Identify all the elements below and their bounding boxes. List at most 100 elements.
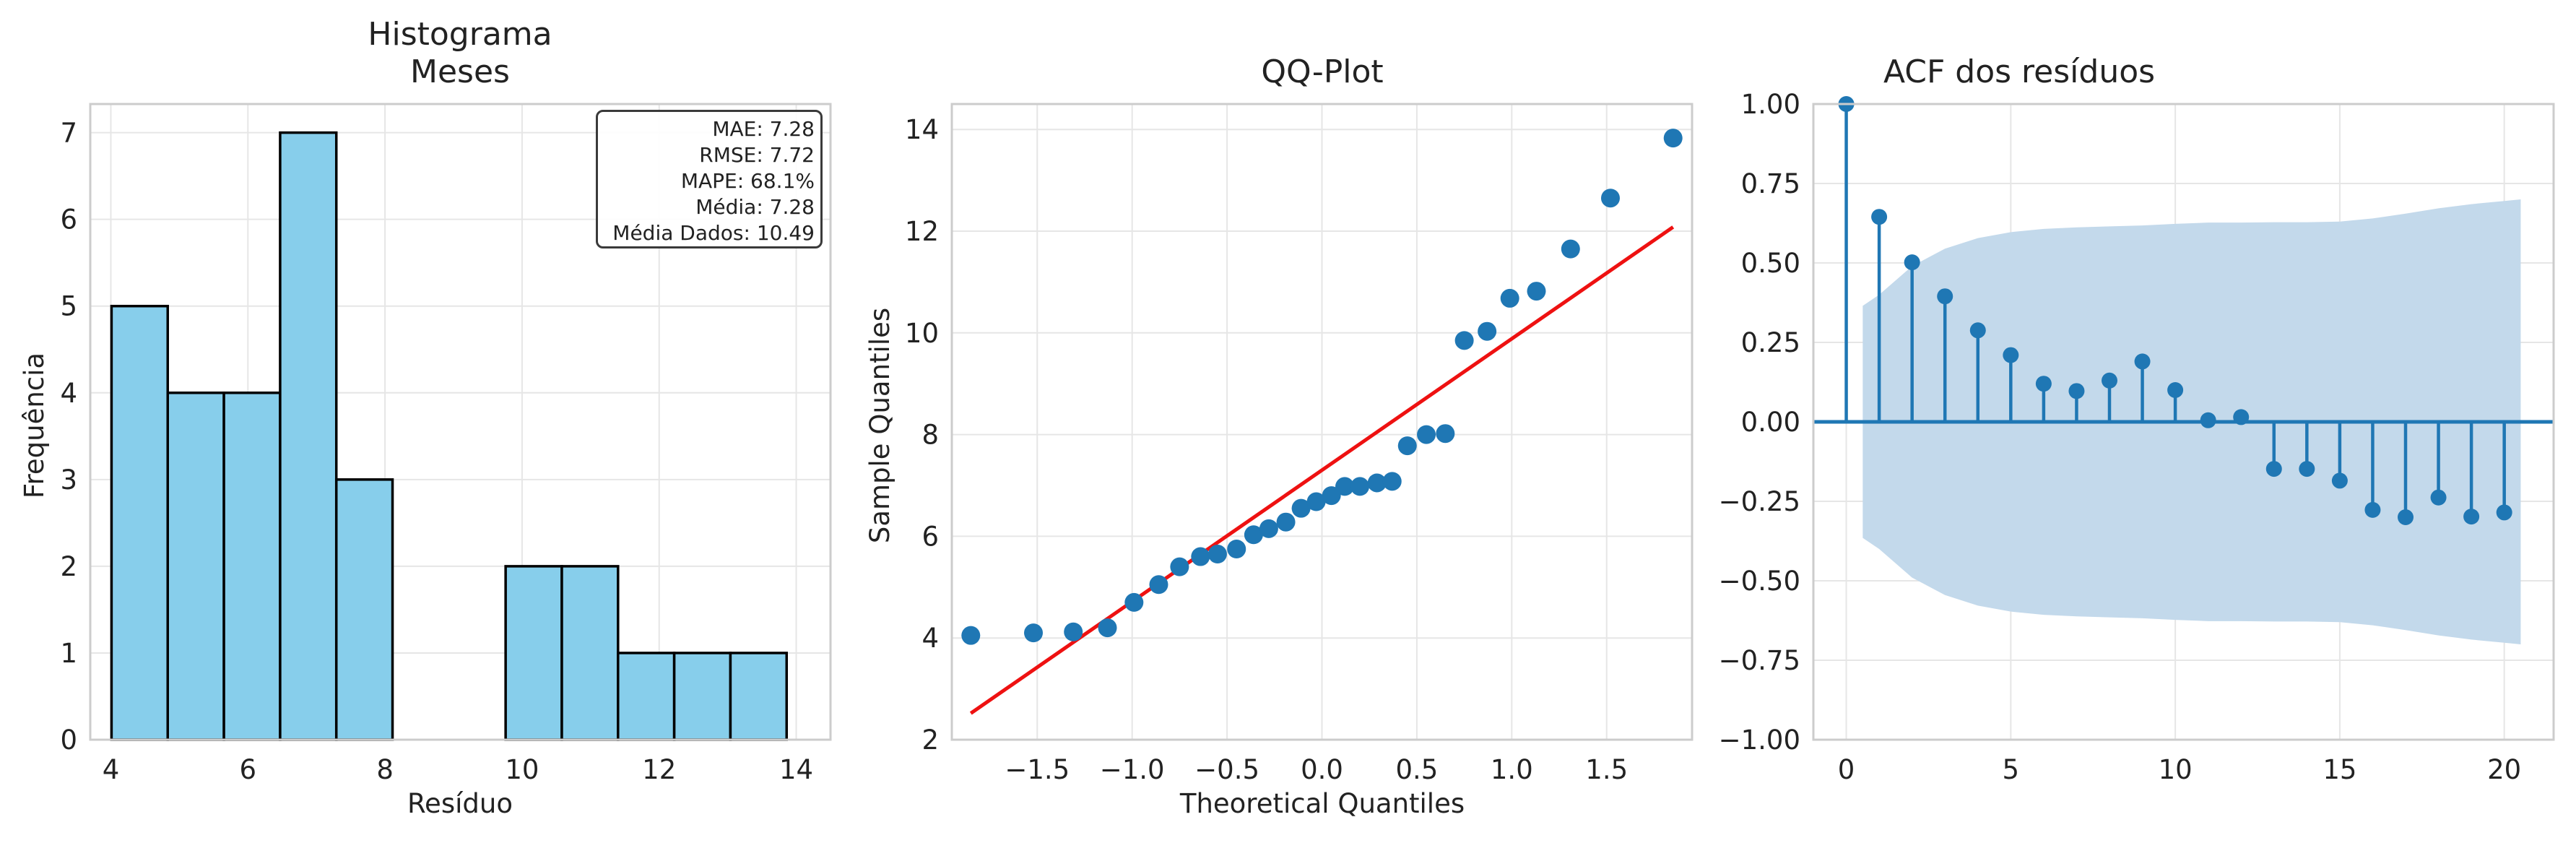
qq-point <box>1064 622 1083 641</box>
acf-xtick-label: 15 <box>2323 754 2356 785</box>
qq-ytick-label: 4 <box>921 623 939 654</box>
acf-marker <box>1871 209 1888 225</box>
hist-ytick-label: 2 <box>60 551 77 582</box>
hist-ytick-label: 3 <box>60 464 77 496</box>
qq-ytick-label: 8 <box>921 420 939 451</box>
acf-xtick-label: 0 <box>1838 754 1855 785</box>
qq-point <box>1244 525 1263 545</box>
hist-xtick-label: 4 <box>103 754 120 785</box>
stat-media-dados: Média Dados: 10.49 <box>612 221 815 245</box>
hist-bar <box>617 652 676 741</box>
acf-ytick-label: 0.00 <box>1741 407 1800 438</box>
qq-title: QQ-Plot <box>1261 53 1383 90</box>
stat-mae: MAE: 7.28 <box>712 117 815 141</box>
hist-xtick-label: 12 <box>642 754 676 785</box>
hist-ylabel: Frequência <box>19 353 50 498</box>
hist-bar <box>166 392 225 741</box>
qq-point <box>1500 288 1519 308</box>
qq-ytick-label: 10 <box>905 318 939 349</box>
acf-ytick-label: 1.00 <box>1741 89 1800 120</box>
qq-xtick-label: 0.5 <box>1395 754 1438 785</box>
hist-xlabel: Resíduo <box>407 788 513 819</box>
qq-point <box>1291 498 1311 518</box>
acf-marker <box>2331 472 2348 489</box>
qq-grid <box>952 104 1692 740</box>
qq-xtick-label: 0.0 <box>1301 754 1343 785</box>
qq-frame <box>950 103 1694 741</box>
qq-point <box>1207 545 1227 564</box>
acf-frame <box>1812 103 2555 741</box>
qq-xtick-label: 1.0 <box>1491 754 1533 785</box>
hist-xtick-label: 10 <box>505 754 539 785</box>
qq-point <box>1024 623 1044 643</box>
acf-marker <box>2398 509 2414 525</box>
acf-xtick-label: 10 <box>2159 754 2193 785</box>
panel-histogram: Histograma Meses Resíduo Frequência 4 6 8 1… <box>19 16 832 819</box>
acf-xtick-labels: 0 5 10 15 20 <box>1838 754 2521 785</box>
hist-ytick-labels: 0 1 2 3 4 5 6 7 <box>60 118 77 756</box>
hist-bar <box>504 565 563 741</box>
qq-point <box>1454 331 1474 350</box>
hist-ytick-label: 0 <box>60 725 77 756</box>
qq-point <box>1350 477 1370 496</box>
qq-point <box>1259 519 1278 538</box>
hist-stats-box: MAE: 7.28 RMSE: 7.72 MAPE: 68.1% Média: … <box>596 110 823 248</box>
qq-point <box>1382 472 1402 491</box>
qq-xtick-label: −1.5 <box>1005 754 1070 785</box>
qq-point <box>1367 473 1387 493</box>
acf-marker <box>2068 383 2085 399</box>
acf-marker <box>2496 504 2512 521</box>
qq-point <box>1306 492 1326 511</box>
qq-point <box>1149 575 1168 595</box>
qq-point <box>1335 477 1355 496</box>
qq-point <box>1397 436 1417 456</box>
qq-xtick-label: 1.5 <box>1585 754 1628 785</box>
hist-ytick-label: 1 <box>60 638 77 669</box>
acf-ytick-labels: −1.00 −0.75 −0.50 −0.25 0.00 0.25 0.50 0.75 1.00 <box>1719 89 1800 756</box>
hist-bar <box>222 392 282 741</box>
acf-marker <box>2265 461 2282 477</box>
acf-marker <box>2430 489 2447 506</box>
qq-point <box>1098 618 1117 638</box>
acf-marker <box>2102 372 2117 389</box>
qq-point <box>1663 129 1683 148</box>
acf-ytick-label: −1.00 <box>1719 725 1800 756</box>
hist-ytick-label: 7 <box>60 118 77 149</box>
hist-title-line2: Meses <box>410 53 510 90</box>
qq-xtick-label: −0.5 <box>1194 754 1259 785</box>
acf-marker <box>2167 382 2184 398</box>
acf-ytick-label: 0.50 <box>1741 248 1800 279</box>
hist-ytick-label: 4 <box>60 378 77 409</box>
hist-bar <box>279 131 338 741</box>
qq-point <box>1527 282 1546 301</box>
qq-point <box>1322 486 1341 506</box>
hist-bar <box>729 652 789 741</box>
acf-marker <box>1969 322 1986 339</box>
qq-reference-line-path <box>969 225 1675 715</box>
panel-qqplot: QQ-Plot Theoretical Quantiles Sample Qua… <box>864 53 1694 819</box>
hist-xtick-label: 14 <box>779 754 813 785</box>
acf-stems <box>1838 96 2512 525</box>
acf-ytick-label: 0.25 <box>1741 327 1800 358</box>
qq-ytick-label: 2 <box>921 725 939 756</box>
acf-ytick-label: −0.75 <box>1719 645 1800 676</box>
qq-point <box>1417 425 1436 444</box>
qq-point <box>1276 512 1296 532</box>
acf-marker <box>2200 412 2216 428</box>
acf-marker <box>2299 461 2315 477</box>
acf-marker <box>2364 501 2381 518</box>
hist-ytick-label: 6 <box>60 204 77 235</box>
stat-media: Média: 7.28 <box>695 195 815 219</box>
acf-ytick-label: −0.25 <box>1719 486 1800 517</box>
qq-point <box>1600 189 1620 208</box>
acf-marker <box>1904 254 1920 271</box>
hist-xtick-labels: 4 6 8 10 12 14 <box>103 754 813 785</box>
qq-ylabel: Sample Quantiles <box>864 308 895 543</box>
acf-marker <box>2134 353 2151 370</box>
qq-point <box>1191 547 1210 566</box>
hist-bar <box>560 565 620 741</box>
qq-reference-line <box>969 225 1675 715</box>
hist-bar <box>110 304 169 741</box>
qq-ytick-labels: 2 4 6 8 10 12 14 <box>905 114 939 756</box>
